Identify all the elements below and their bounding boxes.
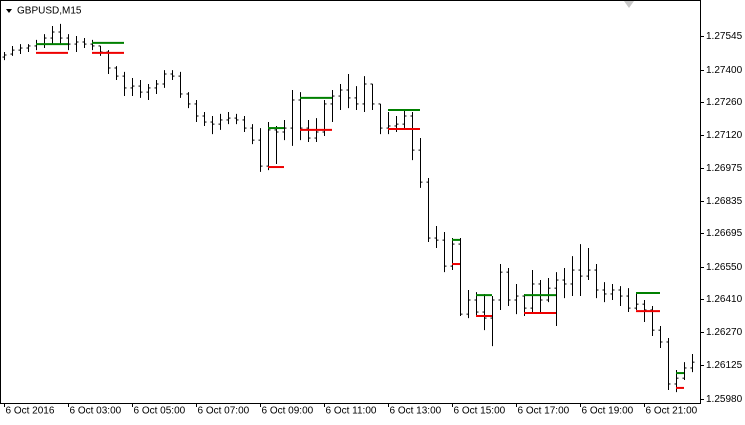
x-tick-label: 6 Oct 09:00	[262, 406, 314, 417]
y-tick-label: 1.26695	[706, 228, 743, 239]
x-tick-label: 6 Oct 05:00	[134, 406, 186, 417]
y-tick-label: 1.27545	[706, 31, 743, 42]
x-tick-label: 6 Oct 21:00	[646, 406, 698, 417]
y-tick-label: 1.26550	[706, 262, 743, 273]
x-tick-label: 6 Oct 17:00	[518, 406, 570, 417]
shift-marker	[624, 1, 634, 8]
y-tick-label: 1.27400	[706, 65, 743, 76]
y-tick-label: 1.26975	[706, 163, 743, 174]
x-tick-label: 6 Oct 07:00	[198, 406, 250, 417]
y-tick-label: 1.26835	[706, 196, 743, 207]
x-tick-label: 6 Oct 11:00	[326, 406, 377, 417]
chart-title: GBPUSD,M15	[17, 6, 82, 17]
y-tick-label: 1.25980	[706, 394, 743, 405]
y-tick-label: 1.26125	[706, 360, 743, 371]
x-tick-label: 6 Oct 2016	[6, 406, 55, 417]
x-tick-label: 6 Oct 15:00	[454, 406, 506, 417]
x-tick-label: 6 Oct 13:00	[390, 406, 442, 417]
y-tick-label: 1.27120	[706, 130, 743, 141]
menu-arrow	[6, 9, 12, 13]
y-tick-label: 1.27260	[706, 97, 743, 108]
x-tick-label: 6 Oct 19:00	[582, 406, 634, 417]
y-tick-label: 1.26410	[706, 294, 743, 305]
x-tick-label: 6 Oct 03:00	[70, 406, 122, 417]
y-tick-label: 1.26270	[706, 327, 743, 338]
